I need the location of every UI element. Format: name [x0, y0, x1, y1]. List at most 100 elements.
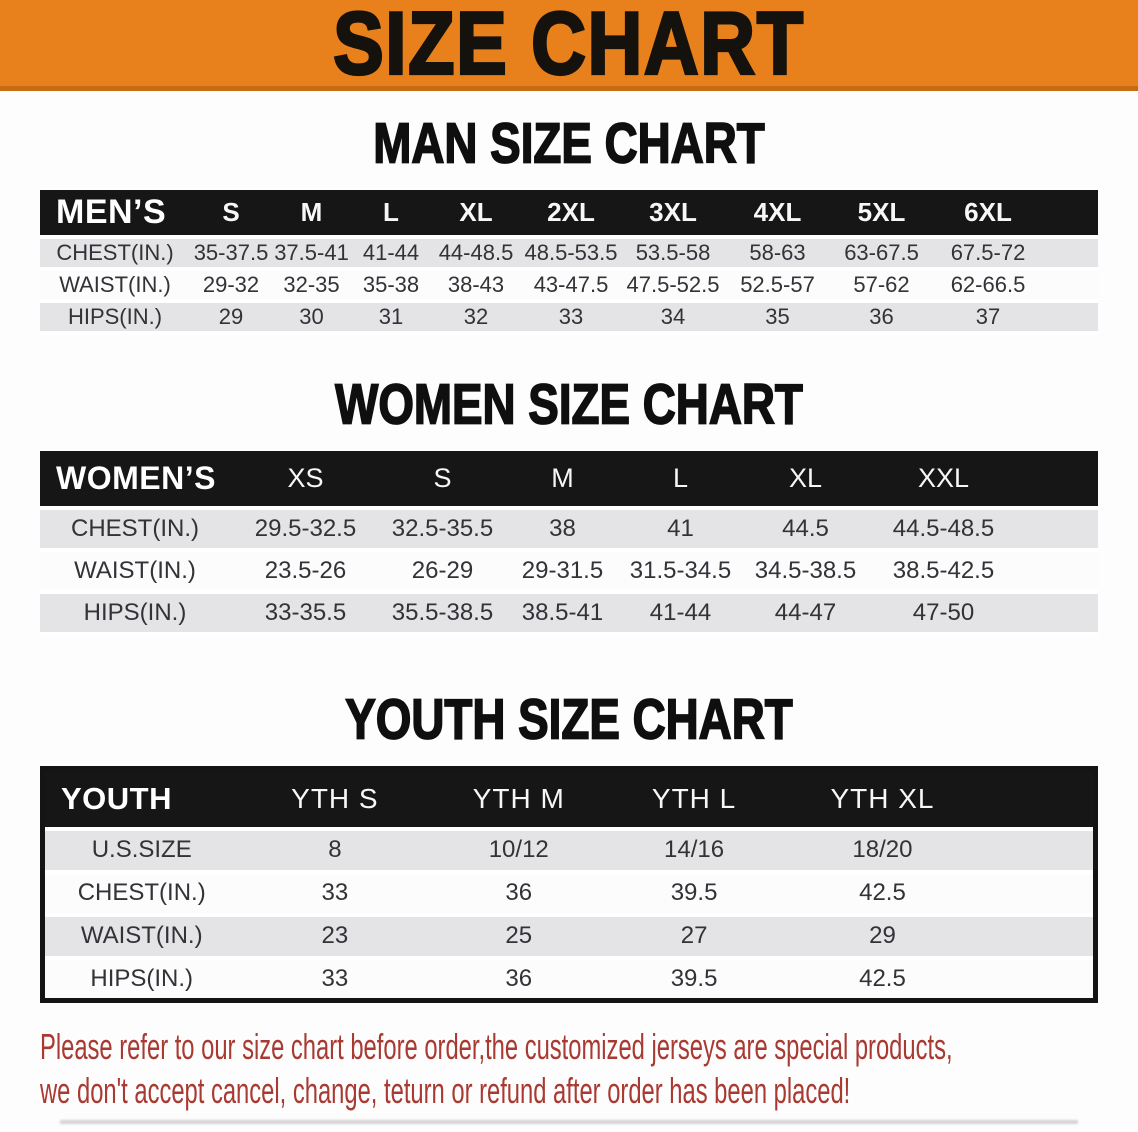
size-value-cell: 38.5-42.5 — [871, 550, 1016, 594]
size-value-cell: 29-31.5 — [504, 550, 621, 594]
size-value-cell: 29 — [781, 914, 983, 960]
measurement-row: WAIST(IN.) 29-32 32-35 35-38 38-43 43-47.5 47.… — [40, 269, 1098, 303]
size-value-cell: 58-63 — [725, 237, 830, 271]
measurement-row: WAIST(IN.) 23.5-26 26-29 29-31.5 31.5-34.5 34… — [40, 550, 1098, 594]
row-label-cell: HIPS(IN.) — [40, 592, 230, 636]
spacer-cell — [982, 768, 1096, 831]
size-value-cell: 31.5-34.5 — [621, 550, 740, 594]
banner: SIZE CHART — [0, 0, 1138, 91]
size-header-cell: XL — [431, 190, 521, 239]
size-value-cell: 38.5-41 — [504, 592, 621, 636]
spacer-cell — [1043, 269, 1098, 303]
spacer-cell — [1016, 592, 1098, 636]
size-value-cell: 35.5-38.5 — [381, 592, 504, 636]
spacer-cell — [982, 871, 1096, 917]
size-value-cell: 37.5-41 — [272, 237, 351, 271]
size-value-cell: 32.5-35.5 — [381, 508, 504, 552]
disclaimer: Please refer to our size chart before or… — [40, 1025, 1138, 1113]
size-value-cell: 42.5 — [781, 871, 983, 917]
size-value-cell: 53.5-58 — [621, 237, 725, 271]
bottom-edge-artifact — [60, 1120, 1078, 1124]
size-value-cell: 35-37.5 — [190, 237, 272, 271]
size-value-cell: 32-35 — [272, 269, 351, 303]
size-header-cell: XXL — [871, 451, 1016, 510]
size-value-cell: 32 — [431, 301, 521, 335]
size-value-cell: 43-47.5 — [521, 269, 621, 303]
size-header-cell: M — [504, 451, 621, 510]
size-value-cell: 23 — [238, 914, 432, 960]
size-value-cell: 47-50 — [871, 592, 1016, 636]
size-value-cell: 31 — [351, 301, 431, 335]
row-label-cell: CHEST(IN.) — [40, 508, 230, 552]
table-title-cell: YOUTH — [42, 768, 239, 831]
size-value-cell: 41 — [621, 508, 740, 552]
size-value-cell: 44-48.5 — [431, 237, 521, 271]
size-header-cell: S — [381, 451, 504, 510]
size-value-cell: 63-67.5 — [830, 237, 933, 271]
measurement-row: CHEST(IN.) 35-37.5 37.5-41 41-44 44-48.5 48.5… — [40, 237, 1098, 271]
size-value-cell: 62-66.5 — [933, 269, 1043, 303]
measurement-row: WAIST(IN.) 23 25 27 29 — [42, 914, 1096, 960]
size-value-cell: 47.5-52.5 — [621, 269, 725, 303]
size-header-cell: YTH XL — [781, 768, 983, 831]
measurement-row: HIPS(IN.) 29 30 31 32 33 34 35 36 37 — [40, 301, 1098, 335]
size-header-cell: M — [272, 190, 351, 239]
size-value-cell: 52.5-57 — [725, 269, 830, 303]
size-header-cell: S — [190, 190, 272, 239]
row-label-cell: U.S.SIZE — [42, 828, 239, 874]
size-value-cell: 30 — [272, 301, 351, 335]
size-header-cell: 4XL — [725, 190, 830, 239]
spacer-cell — [1016, 550, 1098, 594]
spacer-cell — [1016, 451, 1098, 510]
size-value-cell: 44.5-48.5 — [871, 508, 1016, 552]
row-label-cell: WAIST(IN.) — [40, 269, 190, 303]
row-label-cell: CHEST(IN.) — [40, 237, 190, 271]
size-header-cell: 6XL — [933, 190, 1043, 239]
men-section-heading: MAN SIZE CHART — [373, 112, 766, 176]
size-value-cell: 44.5 — [740, 508, 871, 552]
size-value-cell: 37 — [933, 301, 1043, 335]
row-label-cell: WAIST(IN.) — [42, 914, 239, 960]
size-value-cell: 41-44 — [351, 237, 431, 271]
spacer-cell — [982, 828, 1096, 874]
spacer-cell — [982, 914, 1096, 960]
size-value-cell: 27 — [606, 914, 782, 960]
size-header-cell: L — [621, 451, 740, 510]
size-value-cell: 33 — [238, 871, 432, 917]
size-value-cell: 34.5-38.5 — [740, 550, 871, 594]
size-value-cell: 8 — [238, 828, 432, 874]
size-value-cell: 35 — [725, 301, 830, 335]
spacer-cell — [982, 957, 1096, 1003]
spacer-cell — [1043, 301, 1098, 335]
size-value-cell: 38-43 — [431, 269, 521, 303]
size-value-cell: 10/12 — [431, 828, 607, 874]
size-value-cell: 36 — [830, 301, 933, 335]
size-value-cell: 42.5 — [781, 957, 983, 1003]
size-value-cell: 48.5-53.5 — [521, 237, 621, 271]
size-header-cell: 2XL — [521, 190, 621, 239]
youth-size-table: YOUTH YTH S YTH M YTH L YTH XL U.S.SIZE 8 10/12… — [40, 766, 1098, 1003]
size-value-cell: 29 — [190, 301, 272, 335]
size-value-cell: 29.5-32.5 — [230, 508, 381, 552]
size-value-cell: 38 — [504, 508, 621, 552]
size-value-cell: 33-35.5 — [230, 592, 381, 636]
size-value-cell: 44-47 — [740, 592, 871, 636]
size-value-cell: 23.5-26 — [230, 550, 381, 594]
measurement-row: CHEST(IN.) 29.5-32.5 32.5-35.5 38 41 44.5 44.5… — [40, 508, 1098, 552]
size-value-cell: 26-29 — [381, 550, 504, 594]
size-value-cell: 29-32 — [190, 269, 272, 303]
disclaimer-line-2: we don't accept cancel, change, teturn o… — [40, 1070, 851, 1111]
size-header-row: MEN’S S M L XL 2XL 3XL 4XL 5XL 6XL — [40, 190, 1098, 239]
row-label-cell: CHEST(IN.) — [42, 871, 239, 917]
size-header-row: YOUTH YTH S YTH M YTH L YTH XL — [42, 768, 1096, 831]
measurement-row: U.S.SIZE 8 10/12 14/16 18/20 — [42, 828, 1096, 874]
measurement-row: HIPS(IN.) 33 36 39.5 42.5 — [42, 957, 1096, 1003]
size-value-cell: 25 — [431, 914, 607, 960]
spacer-cell — [1016, 508, 1098, 552]
size-value-cell: 34 — [621, 301, 725, 335]
row-label-cell: WAIST(IN.) — [40, 550, 230, 594]
size-value-cell: 14/16 — [606, 828, 782, 874]
size-value-cell: 39.5 — [606, 957, 782, 1003]
spacer-cell — [1043, 190, 1098, 239]
row-label-cell: HIPS(IN.) — [40, 301, 190, 335]
